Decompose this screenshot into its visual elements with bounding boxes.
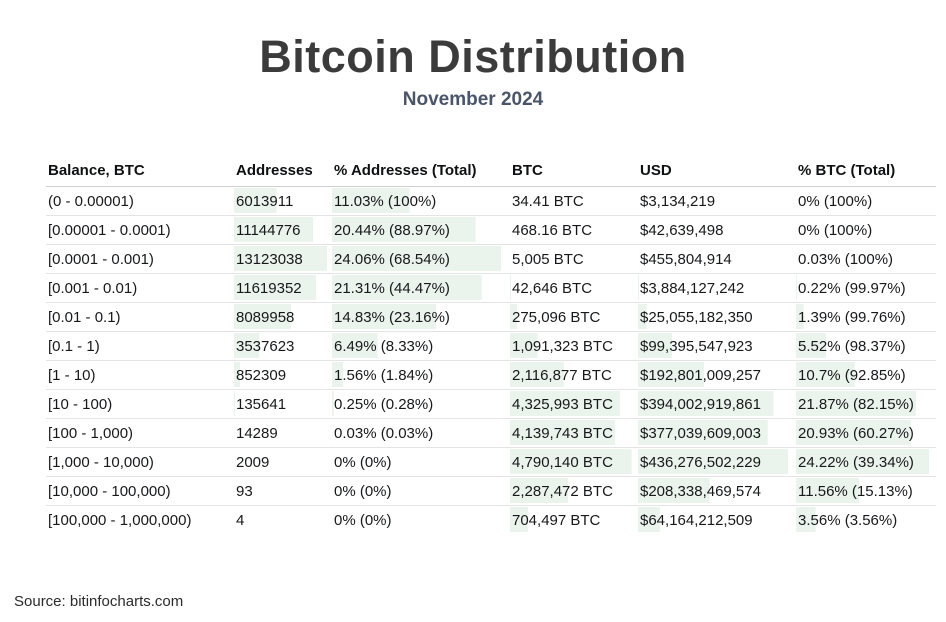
table-row: [0.001 - 0.01) 11619352 21.31% (44.47%) 42,…: [46, 273, 936, 303]
cell-usd: $192,801,009,257: [638, 360, 796, 390]
cell-usd: $208,338,469,574: [638, 476, 796, 506]
cell-addresses: 11144776: [234, 215, 332, 245]
cell-pct-btc-total: 0.22% (99.97%): [796, 273, 936, 303]
cell-pct-btc-total: 0.03% (100%): [796, 244, 936, 274]
cell-usd: $3,884,127,242: [638, 273, 796, 303]
table-row: [1,000 - 10,000) 2009 0% (0%) 4,790,140 BTC…: [46, 447, 936, 477]
table-row: [1 - 10) 852309 1.56% (1.84%) 2,116,877 BTC…: [46, 360, 936, 390]
source-caption: Source: bitinfocharts.com: [14, 593, 184, 610]
cell-balance-btc: [0.1 - 1): [46, 331, 234, 361]
cell-pct-addresses-total: 14.83% (23.16%): [332, 302, 510, 332]
column-header-btc: BTC: [510, 158, 638, 187]
table-row: [100 - 1,000) 14289 0.03% (0.03%) 4,139,743…: [46, 418, 936, 448]
cell-pct-addresses-total: 0% (0%): [332, 447, 510, 477]
cell-addresses: 6013911: [234, 186, 332, 216]
table-header-row: Balance, BTC Addresses% Addresses (Total)…: [46, 158, 936, 187]
cell-usd: $455,804,914: [638, 244, 796, 274]
cell-usd: $42,639,498: [638, 215, 796, 245]
cell-pct-btc-total: 20.93% (60.27%): [796, 418, 936, 448]
cell-addresses: 2009: [234, 447, 332, 477]
cell-btc: 275,096 BTC: [510, 302, 638, 332]
cell-btc: 468.16 BTC: [510, 215, 638, 245]
cell-balance-btc: [10 - 100): [46, 389, 234, 419]
cell-addresses: 135641: [234, 389, 332, 419]
table-row: [0.01 - 0.1) 8089958 14.83% (23.16%) 275,09…: [46, 302, 936, 332]
cell-usd: $394,002,919,861: [638, 389, 796, 419]
column-header-balance-btc: Balance, BTC: [46, 158, 234, 187]
page-title: Bitcoin Distribution: [259, 31, 687, 82]
cell-btc: 34.41 BTC: [510, 186, 638, 216]
cell-pct-addresses-total: 0.25% (0.28%): [332, 389, 510, 419]
table-row: [100,000 - 1,000,000) 4 0% (0%) 704,497 BTC…: [46, 505, 936, 534]
cell-btc: 1,091,323 BTC: [510, 331, 638, 361]
cell-pct-addresses-total: 0% (0%): [332, 476, 510, 506]
cell-btc: 2,287,472 BTC: [510, 476, 638, 506]
cell-balance-btc: [100 - 1,000): [46, 418, 234, 448]
cell-balance-btc: [0.0001 - 0.001): [46, 244, 234, 274]
cell-usd: $25,055,182,350: [638, 302, 796, 332]
cell-usd: $3,134,219: [638, 186, 796, 216]
table-row: [10,000 - 100,000) 93 0% (0%) 2,287,472 BTC…: [46, 476, 936, 506]
cell-pct-btc-total: 0% (100%): [796, 186, 936, 216]
cell-btc: 4,139,743 BTC: [510, 418, 638, 448]
cell-pct-addresses-total: 24.06% (68.54%): [332, 244, 510, 274]
page-subtitle: November 2024: [402, 88, 544, 110]
cell-addresses: 13123038: [234, 244, 332, 274]
cell-btc: 4,790,140 BTC: [510, 447, 638, 477]
cell-balance-btc: (0 - 0.00001): [46, 186, 234, 216]
cell-balance-btc: [0.00001 - 0.0001): [46, 215, 234, 245]
cell-pct-btc-total: 3.56% (3.56%): [796, 505, 936, 534]
cell-pct-addresses-total: 0% (0%): [334, 511, 392, 529]
column-header-pct-addresses-total: % Addresses (Total): [332, 158, 510, 187]
cell-usd: $377,039,609,003: [638, 418, 796, 448]
cell-pct-btc-total: 11.56% (15.13%): [796, 476, 936, 506]
cell-addresses: 93: [234, 476, 332, 506]
cell-btc: 2,116,877 BTC: [510, 360, 638, 390]
cell-btc: 5,005 BTC: [510, 244, 638, 274]
cell-pct-btc-total: 0% (100%): [796, 215, 936, 245]
cell-balance-btc: [100,000 - 1,000,000): [48, 511, 192, 529]
cell-addresses: 11619352: [234, 273, 332, 303]
cell-addresses: 4: [234, 505, 332, 534]
table-row: (0 - 0.00001) 6013911 11.03% (100%) 34.41 B…: [46, 186, 936, 216]
table-row: [0.0001 - 0.001) 13123038 24.06% (68.54%) 5…: [46, 244, 936, 274]
cell-balance-btc: [1,000 - 10,000): [46, 447, 234, 477]
cell-pct-addresses-total: 21.31% (44.47%): [332, 273, 510, 303]
cell-balance-btc: [1 - 10): [46, 360, 234, 390]
cell-addresses: 8089958: [234, 302, 332, 332]
table-row: [10 - 100) 135641 0.25% (0.28%) 4,325,993 B…: [46, 389, 936, 419]
cell-balance-btc: [0.01 - 0.1): [46, 302, 234, 332]
cell-pct-addresses-total: 0.03% (0.03%): [332, 418, 510, 448]
distribution-table: Balance, BTC Addresses% Addresses (Total)…: [46, 158, 936, 534]
cell-pct-addresses-total: 20.44% (88.97%): [332, 215, 510, 245]
table-body: (0 - 0.00001) 6013911 11.03% (100%) 34.41 B…: [46, 186, 936, 534]
cell-btc: 4,325,993 BTC: [510, 389, 638, 419]
cell-pct-btc-total: 21.87% (82.15%): [796, 389, 936, 419]
cell-usd: $64,164,212,509: [638, 505, 796, 534]
cell-addresses: 852309: [234, 360, 332, 390]
table-row: [0.1 - 1) 3537623 6.49% (8.33%) 1,091,323 B…: [46, 331, 936, 361]
cell-btc: 704,497 BTC: [510, 505, 638, 534]
cell-balance-btc: [0.001 - 0.01): [46, 273, 234, 303]
cell-pct-addresses-total: 1.56% (1.84%): [332, 360, 510, 390]
cell-addresses: 14289: [234, 418, 332, 448]
cell-balance-btc: [10,000 - 100,000): [46, 476, 234, 506]
cell-usd: $99,395,547,923: [638, 331, 796, 361]
cell-pct-btc-total: 5.52% (98.37%): [796, 331, 936, 361]
cell-pct-addresses-total: 11.03% (100%): [332, 186, 510, 216]
column-header-usd: USD: [638, 158, 796, 187]
cell-pct-btc-total: 24.22% (39.34%): [796, 447, 936, 477]
cell-btc: 42,646 BTC: [510, 273, 638, 303]
cell-addresses: 3537623: [234, 331, 332, 361]
table-row: [0.00001 - 0.0001) 11144776 20.44% (88.97%…: [46, 215, 936, 245]
column-header-pct-btc-total: % BTC (Total): [796, 158, 936, 187]
cell-pct-btc-total: 10.7% (92.85%): [796, 360, 936, 390]
cell-usd: $436,276,502,229: [638, 447, 796, 477]
column-header-addresses: Addresses: [234, 158, 332, 187]
cell-pct-btc-total: 1.39% (99.76%): [796, 302, 936, 332]
cell-pct-addresses-total: 6.49% (8.33%): [332, 331, 510, 361]
